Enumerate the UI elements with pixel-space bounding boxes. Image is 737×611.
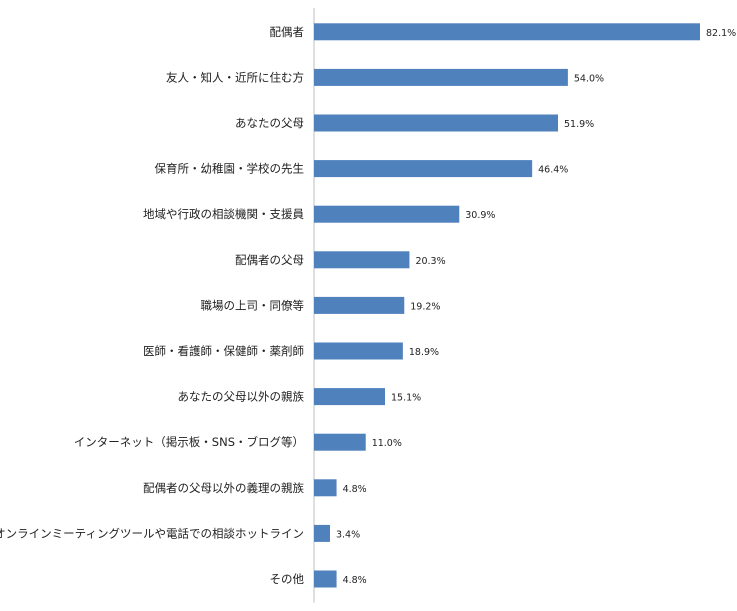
data-label: 46.4% xyxy=(538,165,568,176)
data-label: 4.8% xyxy=(343,575,367,586)
bar xyxy=(314,479,337,497)
bar xyxy=(314,114,559,132)
data-label: 20.3% xyxy=(415,256,445,267)
bar xyxy=(314,388,385,406)
category-label: その他 xyxy=(270,572,305,586)
bar xyxy=(314,296,405,314)
data-label: 18.9% xyxy=(409,347,439,358)
category-label: オンラインミーティングツールや電話での相談ホットライン xyxy=(0,526,304,540)
category-label: インターネット（掲示板・SNS・ブログ等） xyxy=(74,435,304,449)
bar xyxy=(314,68,568,86)
category-label: 職場の上司・同僚等 xyxy=(201,298,305,312)
category-label: 配偶者の父母以外の義理の親族 xyxy=(143,481,304,495)
category-label: 配偶者の父母 xyxy=(235,253,304,267)
data-label: 51.9% xyxy=(564,119,594,130)
category-label: あなたの父母 xyxy=(235,116,304,130)
bar xyxy=(314,570,337,588)
bar xyxy=(314,342,403,360)
category-label: あなたの父母以外の親族 xyxy=(178,390,305,404)
bar xyxy=(314,433,366,451)
data-label: 3.4% xyxy=(336,529,360,540)
category-label: 友人・知人・近所に住む方 xyxy=(166,70,304,84)
category-label: 配偶者 xyxy=(270,25,305,39)
category-label: 医師・看護師・保健師・薬剤師 xyxy=(143,344,304,358)
category-label: 保育所・幼稚園・学校の先生 xyxy=(155,162,305,176)
data-label: 4.8% xyxy=(343,484,367,495)
category-label: 地域や行政の相談機関・支援員 xyxy=(143,207,304,221)
bar xyxy=(314,524,330,542)
bar xyxy=(314,251,410,269)
data-label: 11.0% xyxy=(372,438,402,449)
data-label: 82.1% xyxy=(706,28,736,39)
bar xyxy=(314,205,460,223)
data-label: 54.0% xyxy=(574,73,604,84)
bar xyxy=(314,23,700,41)
data-label: 19.2% xyxy=(410,301,440,312)
bar xyxy=(314,160,533,178)
data-label: 15.1% xyxy=(391,393,421,404)
data-label: 30.9% xyxy=(465,210,495,221)
